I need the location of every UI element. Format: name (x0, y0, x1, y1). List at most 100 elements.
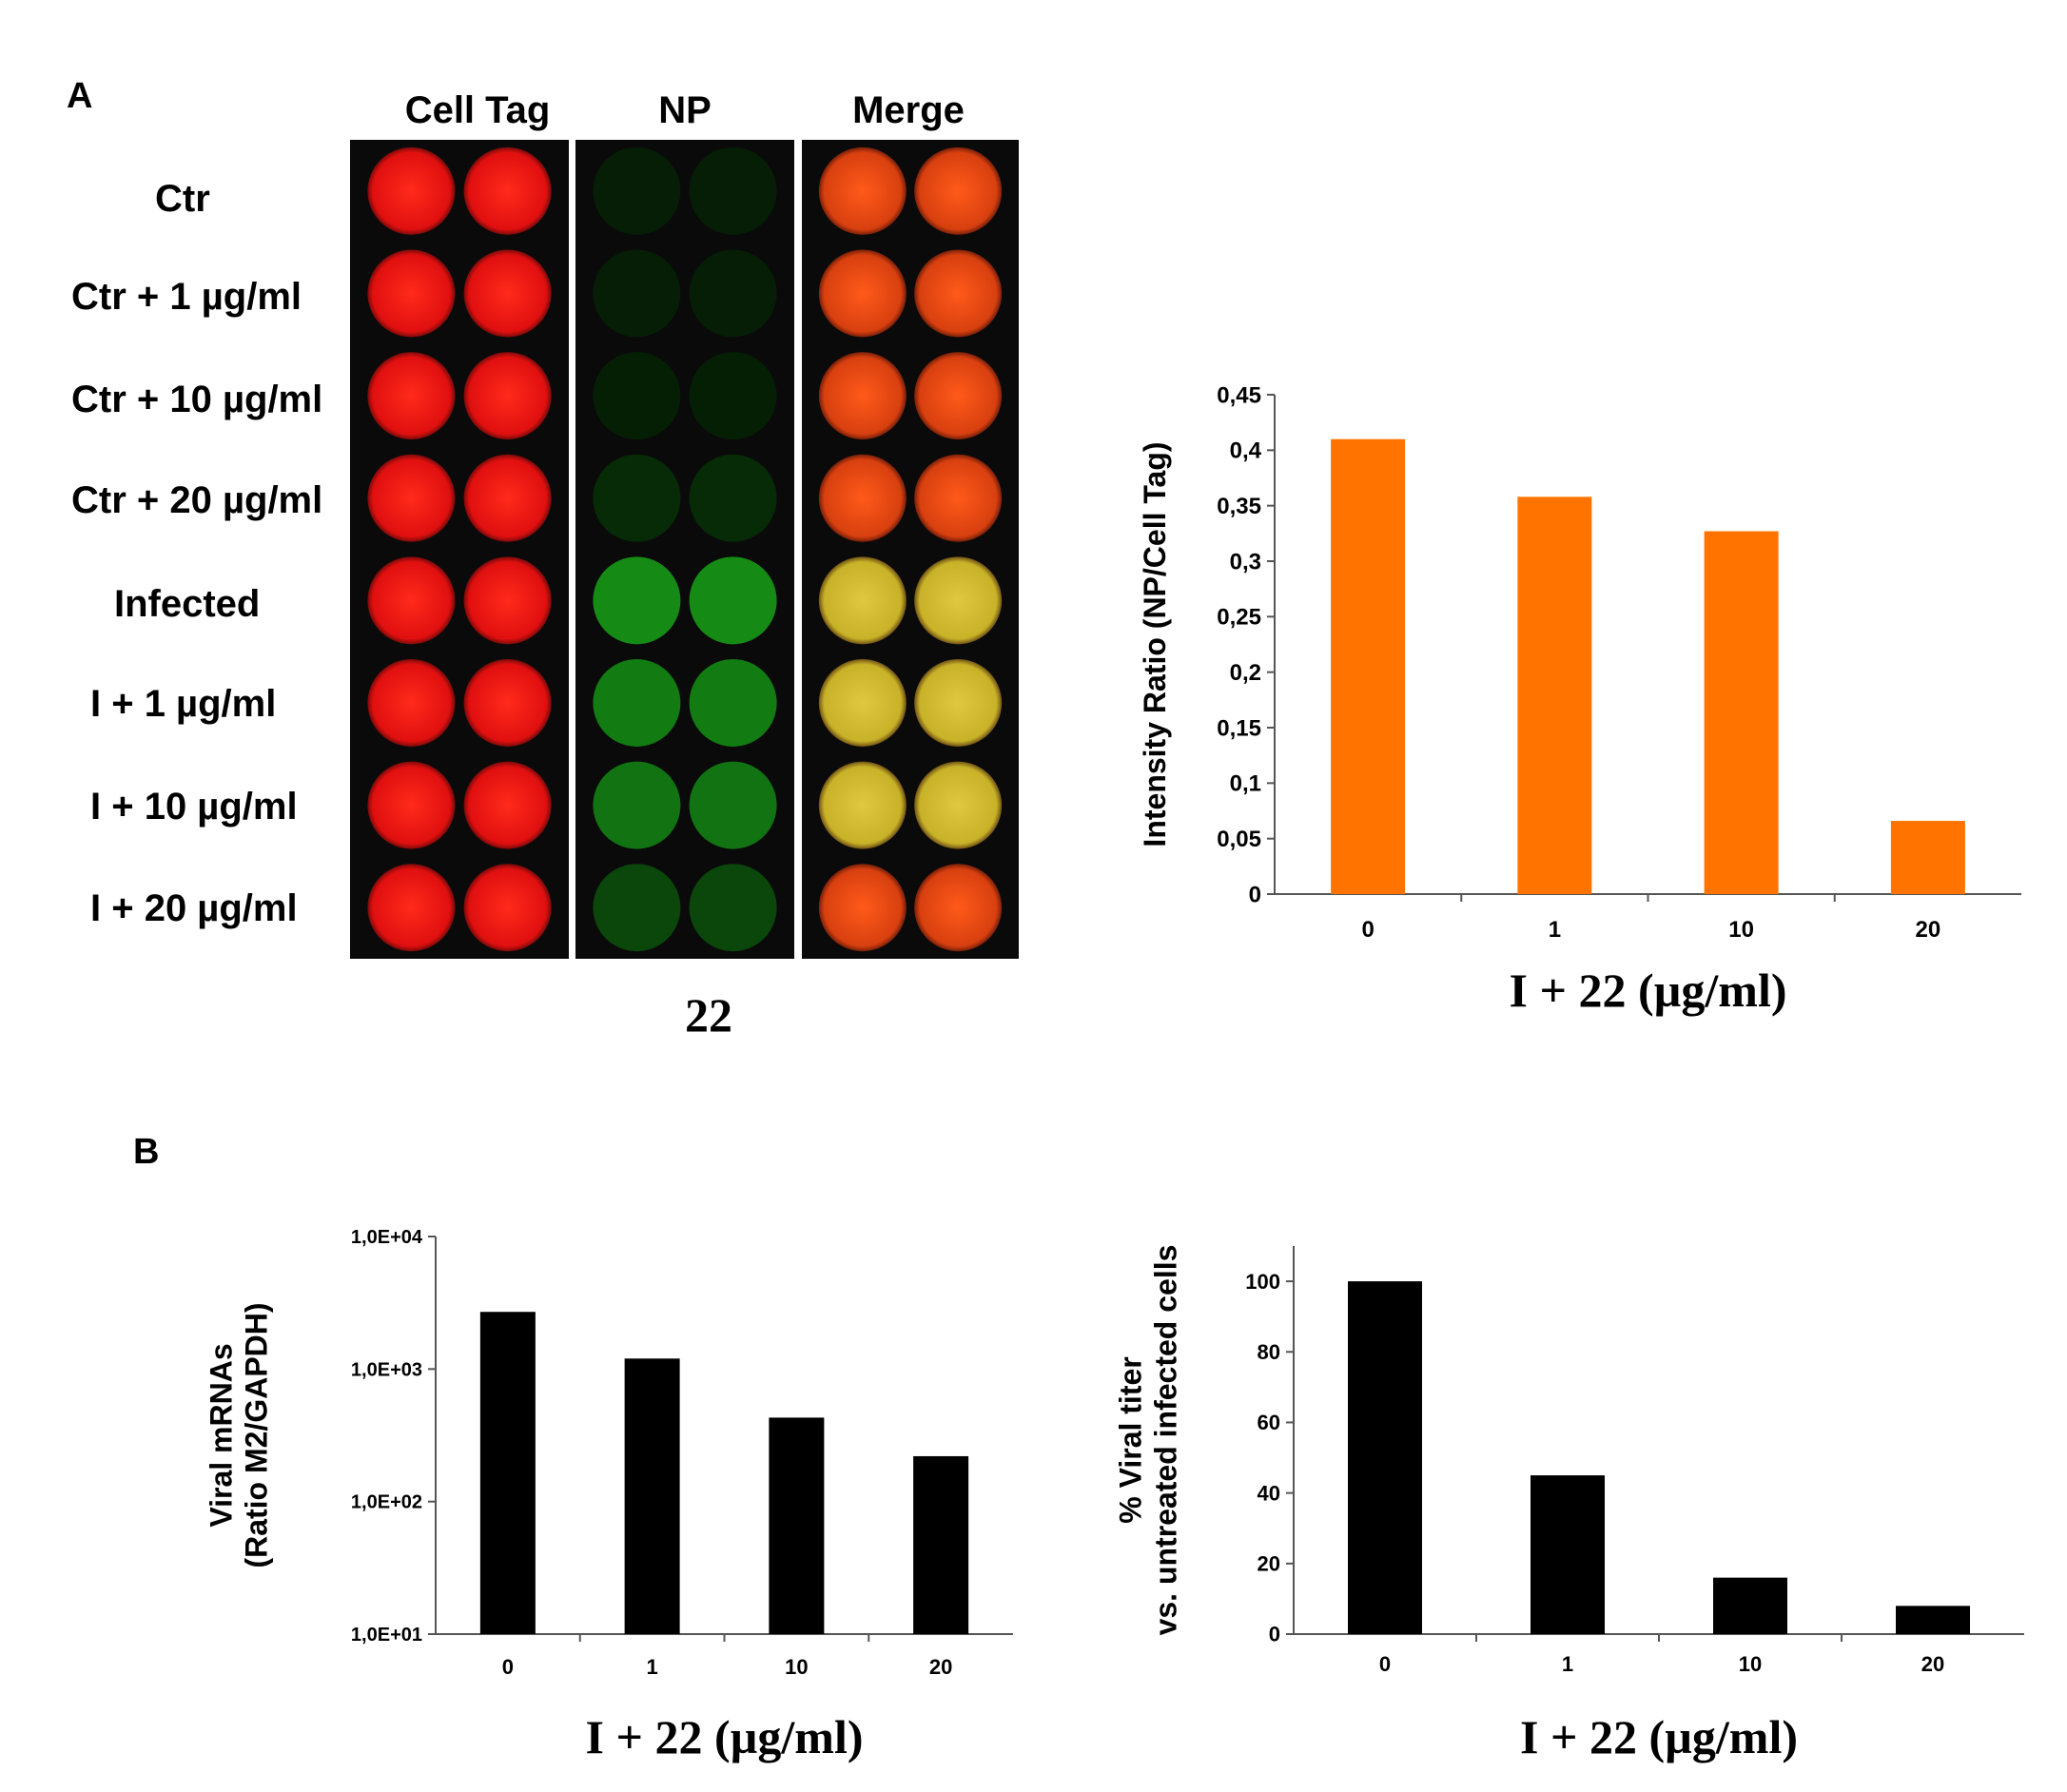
y-tick-label: 0,35 (1217, 494, 1261, 519)
x-tick-label: 1 (647, 1655, 658, 1679)
well-red (463, 658, 552, 747)
x-axis-title: I + 22 (µg/ml) (586, 1710, 864, 1763)
row-label-i-10: I + 10 µg/ml (90, 786, 298, 828)
well-red (463, 352, 552, 440)
bar-10 (769, 1417, 825, 1634)
column-divider (794, 140, 802, 959)
y-tick-label: 0 (1249, 882, 1261, 907)
y-tick-label: 1,0E+03 (351, 1359, 422, 1380)
row-label-i-20: I + 20 µg/ml (90, 887, 298, 929)
well-merge (818, 249, 907, 338)
well-merge (818, 556, 907, 645)
well-red (367, 352, 456, 440)
panel-b-letter: B (133, 1132, 160, 1172)
y-tick-label: 1,0E+01 (351, 1625, 422, 1646)
well-red (367, 864, 456, 952)
well-green (689, 352, 777, 440)
x-tick-label: 1 (1562, 1652, 1573, 1676)
well-green (689, 146, 777, 235)
well-red (367, 658, 456, 747)
well-red (463, 864, 552, 952)
column-header-cell-tag: Cell Tag (404, 89, 551, 131)
x-axis-title: I + 22 (µg/ml) (1510, 964, 1787, 1017)
well-red (367, 556, 456, 645)
well-merge (818, 146, 907, 235)
well-green (689, 249, 777, 338)
well-red (463, 146, 552, 235)
y-tick-label: 1,0E+02 (351, 1492, 422, 1513)
well-merge (914, 761, 1003, 849)
row-label-i-1: I + 1 µg/ml (90, 683, 277, 725)
y-axis-title: vs. untreated infected cells (1148, 1245, 1182, 1636)
well-red (367, 249, 456, 338)
well-merge (914, 658, 1003, 747)
x-tick-label: 10 (785, 1655, 808, 1679)
well-merge (818, 352, 907, 440)
row-label-infected: Infected (114, 583, 261, 625)
well-green (593, 556, 681, 645)
row-label-ctr-1: Ctr + 1 µg/ml (71, 276, 302, 318)
x-tick-label: 20 (1921, 1652, 1944, 1676)
x-tick-label: 20 (929, 1655, 952, 1679)
well-green (689, 761, 777, 849)
well-merge (914, 146, 1003, 235)
y-tick-label: 100 (1245, 1270, 1280, 1294)
y-tick-label: 0,1 (1230, 771, 1261, 797)
y-tick-label: 0,4 (1230, 438, 1262, 464)
well-merge (914, 249, 1003, 338)
y-tick-label: 0,15 (1217, 715, 1261, 741)
bar-20 (1890, 821, 1965, 894)
well-green (689, 454, 777, 542)
bar-10 (1713, 1577, 1787, 1634)
bar-0 (1348, 1281, 1422, 1634)
row-label-ctr: Ctr (155, 178, 210, 220)
well-green (593, 658, 681, 747)
row-label-ctr-20: Ctr + 20 µg/ml (71, 479, 323, 521)
well-merge (818, 658, 907, 747)
y-tick-label: 0,45 (1217, 382, 1261, 408)
y-tick-label: 0,2 (1230, 660, 1261, 686)
well-green (689, 658, 777, 747)
panel-a-letter: A (67, 76, 93, 116)
well-merge (818, 864, 907, 952)
y-tick-label: 60 (1258, 1411, 1280, 1434)
well-merge (914, 352, 1003, 440)
bar-1 (1531, 1475, 1605, 1634)
x-axis-title: I + 22 (µg/ml) (1520, 1710, 1798, 1763)
x-tick-label: 0 (1379, 1652, 1391, 1676)
column-header-merge: Merge (852, 89, 965, 131)
well-green (593, 352, 681, 440)
column-header-np: NP (658, 89, 712, 131)
bar-1 (1517, 497, 1592, 894)
x-tick-label: 1 (1549, 917, 1561, 943)
well-merge (914, 454, 1003, 542)
y-tick-label: 0,05 (1217, 827, 1261, 852)
well-red (367, 454, 456, 542)
y-tick-label: 0,3 (1230, 549, 1261, 575)
well-merge (818, 454, 907, 542)
y-axis-title: Intensity Ratio (NP/Cell Tag) (1138, 441, 1172, 847)
well-red (367, 761, 456, 849)
well-red (463, 454, 552, 542)
bar-20 (913, 1455, 969, 1634)
well-green (689, 556, 777, 645)
well-merge (818, 761, 907, 849)
x-tick-label: 10 (1728, 917, 1754, 943)
y-axis-title: (Ratio M2/GAPDH) (239, 1302, 273, 1568)
well-red (463, 761, 552, 849)
y-tick-label: 0,25 (1217, 605, 1261, 631)
row-label-ctr-10: Ctr + 10 µg/ml (71, 379, 323, 420)
x-tick-label: 20 (1916, 917, 1941, 943)
y-axis-title: % Viral titer (1114, 1356, 1148, 1523)
well-merge (914, 556, 1003, 645)
y-tick-label: 1,0E+04 (351, 1227, 423, 1248)
bar-20 (1896, 1606, 1970, 1634)
well-green (593, 146, 681, 235)
x-tick-label: 10 (1739, 1652, 1762, 1676)
bar-0 (1331, 438, 1406, 894)
bar-1 (624, 1358, 680, 1634)
